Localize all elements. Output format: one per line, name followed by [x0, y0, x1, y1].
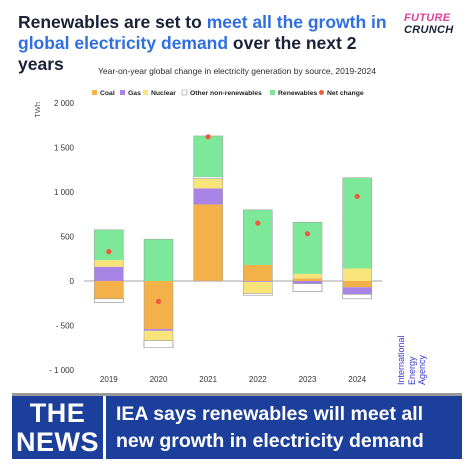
bar-segment-other [143, 340, 174, 349]
bar-segment-coal [144, 281, 173, 330]
bar-segment-other [342, 294, 372, 300]
legend-label: Nuclear [151, 90, 176, 97]
bars [94, 135, 372, 349]
bar-segment-other [193, 176, 223, 179]
brand-line2: CRUNCH [404, 23, 454, 36]
bar-outline [143, 238, 174, 348]
legend-swatch [120, 90, 125, 95]
net-change-dot [155, 298, 162, 305]
net-change-dot [205, 134, 211, 140]
bar-segment-nuclear [193, 178, 223, 189]
y-axis: TWh 2 000 1 500 1 000 500 0 - 500 - 1 000 [33, 99, 382, 375]
legend-label: Other non-renewables [190, 90, 262, 97]
bar-segment-renewables [293, 222, 322, 274]
legend-label: Gas [128, 90, 141, 97]
bar-segment-other [243, 293, 273, 296]
source-label: International Energy Agency [396, 335, 427, 385]
net-change-dot [255, 220, 261, 226]
news-tag-line2: NEWS [16, 426, 99, 457]
bar-segment-gas [243, 281, 273, 282]
bar-segment-other [94, 298, 124, 303]
bar-segment-coal [342, 281, 372, 288]
bar-segment-gas [94, 266, 124, 281]
news-banner: THE NEWS IEA says renewables will meet a… [12, 393, 462, 459]
bar-segment-coal [243, 264, 273, 281]
x-axis: 2019 2020 2021 2022 2023 2024 [100, 375, 367, 384]
bar-segment-renewables [243, 209, 273, 265]
legend-swatch [143, 90, 148, 95]
x-tick-label: 2024 [348, 375, 366, 384]
headline-part2: over the next 2 years [18, 33, 357, 74]
x-tick-label: 2023 [299, 375, 317, 384]
bar-segment-renewables [94, 229, 124, 261]
bar-segment-gas [144, 329, 173, 331]
legend-label: Renewables [278, 90, 318, 97]
legend-label: Net change [327, 90, 364, 97]
x-tick-label: 2020 [150, 375, 168, 384]
net-change-dot [354, 193, 360, 200]
legend: Coal Gas Nuclear Other non-renewables Renewa… [92, 89, 364, 97]
news-tag: THE NEWS [12, 396, 106, 459]
y-tick-label: 1 000 [54, 188, 75, 197]
bar-segment-nuclear [243, 281, 273, 294]
legend-swatch [270, 90, 275, 95]
bar-segment-renewables [144, 239, 173, 281]
bar-segment-coal [193, 204, 223, 281]
x-tick-label: 2022 [249, 375, 267, 384]
bar-outline [342, 177, 372, 300]
bar-outline [243, 209, 273, 296]
bar-segment-gas [293, 281, 322, 284]
bar-segment-gas [342, 287, 372, 295]
bar-segment-gas [193, 188, 223, 205]
y-tick-label: - 1 000 [49, 366, 74, 375]
brand-logo: FUTURE CRUNCH [404, 12, 462, 36]
bar-segment-coal [94, 281, 124, 299]
legend-swatch [92, 90, 97, 95]
y-tick-label: 0 [70, 277, 75, 286]
legend-swatch [181, 89, 188, 96]
bar-segment-renewables [342, 177, 372, 269]
legend-label: Coal [100, 90, 115, 97]
chart: Coal Gas Nuclear Other non-renewables Renewa… [33, 89, 382, 384]
headline: Renewables are set to meet all the growt… [18, 12, 398, 75]
bar-outline [292, 222, 323, 292]
y-tick-label: 1 500 [54, 144, 75, 153]
x-tick-label: 2021 [199, 375, 217, 384]
bar-outline [94, 229, 124, 303]
bar-segment-renewables [193, 135, 223, 177]
brand-line1: FUTURE [404, 12, 451, 24]
bar-segment-nuclear [94, 260, 124, 267]
headline-part1: Renewables are set to [18, 12, 207, 32]
y-tick-label: 500 [61, 233, 75, 242]
bar-segment-nuclear [144, 330, 173, 341]
y-axis-label: TWh [33, 102, 42, 118]
legend-swatch [319, 90, 324, 95]
x-tick-label: 2019 [100, 375, 118, 384]
bar-segment-coal [293, 278, 322, 281]
chart-title: Year-on-year global change in electricit… [97, 66, 376, 76]
net-change-dot [304, 231, 311, 237]
bar-segment-nuclear [293, 273, 322, 279]
news-headline: IEA says renewables will meet all new gr… [106, 396, 462, 459]
net-change-dot [106, 249, 112, 255]
y-tick-label: 2 000 [54, 99, 75, 108]
y-tick-label: - 500 [56, 322, 75, 331]
net-change-dots [106, 134, 360, 305]
headline-accent: meet all the growth in global electricit… [18, 12, 387, 53]
bar-segment-other [292, 283, 323, 292]
news-tag-line1: THE [29, 397, 86, 428]
bar-segment-nuclear [342, 268, 372, 281]
